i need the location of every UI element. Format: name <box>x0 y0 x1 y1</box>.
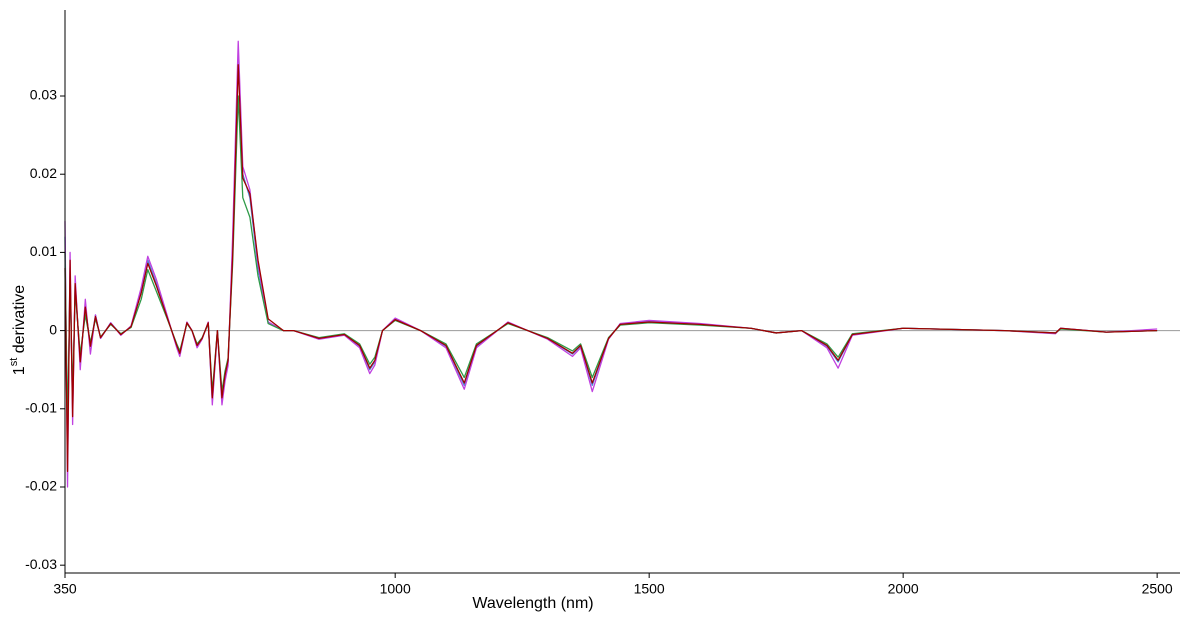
y-tick-label: 0.03 <box>30 87 57 103</box>
spectrum-line <box>64 95 1158 426</box>
x-tick-label: 1000 <box>380 581 411 597</box>
y-label-part: 1 <box>11 366 28 375</box>
y-tick-label: 0.01 <box>30 243 57 259</box>
spectrum-line <box>64 56 1158 449</box>
x-tick-label: 2500 <box>1142 581 1173 597</box>
y-tick-label: -0.02 <box>25 478 57 494</box>
y-label-part: derivative <box>11 285 28 358</box>
x-tick-label: 1500 <box>634 581 665 597</box>
y-tick-label: 0.02 <box>30 165 57 181</box>
y-tick-label: -0.01 <box>25 399 57 415</box>
x-axis-label: Wavelength (nm) <box>472 595 593 612</box>
y-label-superscript: st <box>8 358 20 367</box>
y-tick-label: 0 <box>49 321 57 337</box>
spectrum-line <box>64 40 1158 488</box>
y-tick-label: -0.03 <box>25 556 57 572</box>
spectrum-line <box>64 64 1158 473</box>
x-tick-label: 2000 <box>888 581 919 597</box>
y-axis-label: 1st derivative <box>8 285 28 375</box>
x-tick-label: 350 <box>53 581 77 597</box>
